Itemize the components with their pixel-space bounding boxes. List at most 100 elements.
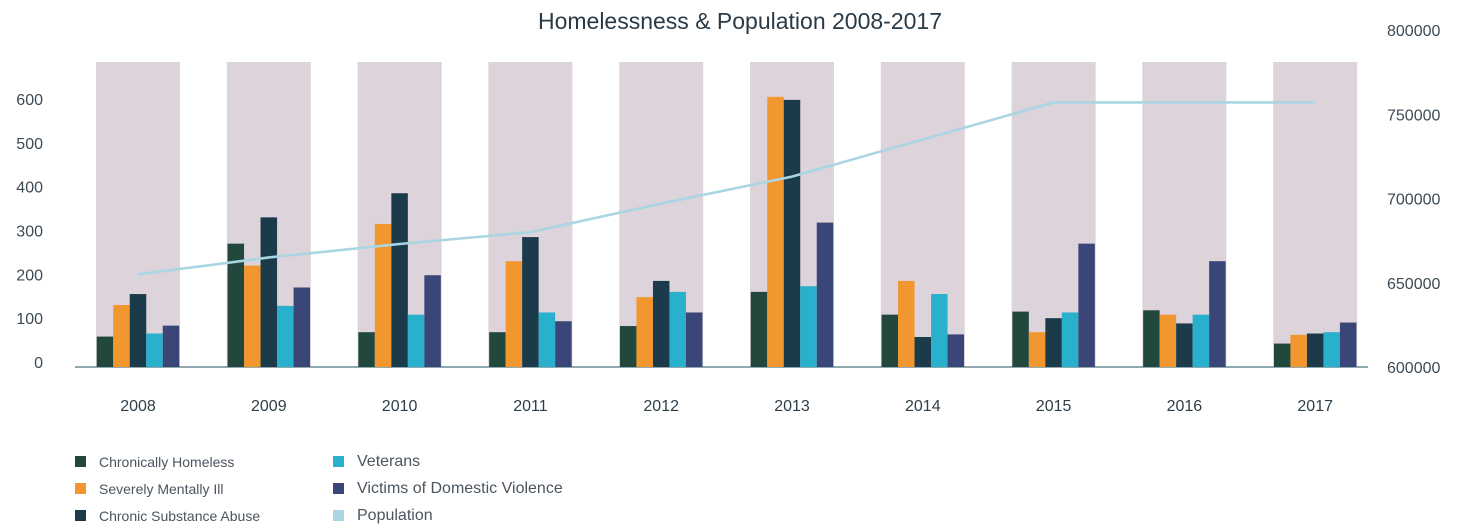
bar [1159,314,1177,367]
legend-item-victims-of-domestic-violence: Victims of Domestic Violence [333,475,563,502]
legend-item-veterans: Veterans [333,448,563,475]
legend-label: Chronically Homeless [99,453,235,470]
left-axis-ticks: 0 100 200 300 400 500 600 [16,92,43,372]
bar [146,333,163,367]
bar [374,223,392,367]
legend-swatch [333,483,344,494]
bar [407,314,425,367]
y-right-tick-label: 800000 [1387,23,1440,40]
bar [1176,323,1193,367]
bar [636,297,653,367]
bar [1306,333,1324,367]
legend-column-1: Chronically Homeless Severely Mentally I… [75,448,260,529]
bar [227,243,245,367]
legend-swatch [75,510,86,521]
bar [1273,343,1291,367]
bars [96,96,1357,368]
bar [424,275,441,367]
x-tick-label: 2014 [905,398,941,415]
population-line [137,101,1316,276]
bar [505,261,523,367]
legend-column-2: Veterans Victims of Domestic Violence Po… [333,448,563,529]
category-band [1273,62,1358,367]
population-point [268,256,270,258]
bar [800,286,817,367]
legend-item-chronically-homeless: Chronically Homeless [75,448,260,475]
bar [783,99,801,368]
population-point [660,203,662,205]
bar [1045,318,1062,367]
bar [898,280,915,367]
y-left-tick-label: 600 [16,92,43,109]
bar [750,291,768,367]
bar [1192,314,1210,367]
bar [1143,310,1160,367]
bar [244,265,261,367]
bar [947,334,965,367]
population-point [791,176,793,178]
bar [767,96,784,367]
population-line-path [137,101,1316,276]
right-axis-ticks: 600000 650000 700000 750000 800000 [1387,23,1440,377]
bar [1339,322,1357,367]
bar [881,314,899,367]
bar [1078,243,1095,367]
x-tick-label: 2013 [774,398,810,415]
bar [619,326,637,367]
x-tick-label: 2017 [1297,398,1333,415]
y-right-tick-label: 650000 [1387,276,1440,293]
bar [113,305,130,367]
chart-title: Homelessness & Population 2008-2017 [537,8,943,34]
bar [685,312,703,367]
y-left-tick-label: 500 [16,136,43,153]
legend-label: Chronic Substance Abuse [99,507,261,524]
y-left-tick-label: 0 [34,355,43,372]
y-right-tick-label: 700000 [1387,192,1440,209]
bar [1323,332,1340,367]
bar [522,237,539,367]
bar [1209,261,1226,367]
legend-swatch [75,483,86,494]
y-right-tick-label: 750000 [1387,107,1440,124]
population-point [922,139,924,141]
x-tick-label: 2009 [251,398,287,415]
bar [914,337,932,367]
bar [277,305,294,367]
legend-item-severely-mentally-ill: Severely Mentally Ill [75,475,260,502]
bar [652,280,670,367]
bar [538,312,556,367]
population-point [1053,101,1055,103]
bar [162,325,180,367]
legend-label: Victims of Domestic Violence [357,479,563,497]
y-left-tick-label: 400 [16,180,43,197]
legend-item-chronic-substance-abuse: Chronic Substance Abuse [75,502,260,529]
bar [1290,334,1307,367]
population-point [399,243,401,245]
bar [358,332,375,367]
legend-item-population: Population [333,502,563,529]
bar [1012,311,1029,367]
bar [1061,312,1079,367]
legend-label: Veterans [357,452,421,470]
population-point [1314,101,1316,103]
legend-swatch [333,456,344,467]
bar [1028,332,1046,367]
bar [489,332,506,367]
x-tick-label: 2015 [1036,398,1072,415]
y-right-tick-label: 600000 [1387,360,1440,377]
y-left-tick-label: 100 [16,311,43,328]
population-point [1183,101,1185,103]
x-tick-label: 2010 [382,398,418,415]
x-tick-label: 2016 [1167,398,1203,415]
population-point [529,231,531,233]
bar [96,336,114,367]
legend-label: Severely Mentally Ill [99,480,224,497]
x-tick-label: 2008 [120,398,156,415]
legend-swatch [333,510,344,521]
legend-label: Population [357,506,433,524]
y-left-tick-label: 200 [16,267,43,284]
legend-swatch [75,456,86,467]
bar [555,321,572,367]
bar [391,193,408,367]
